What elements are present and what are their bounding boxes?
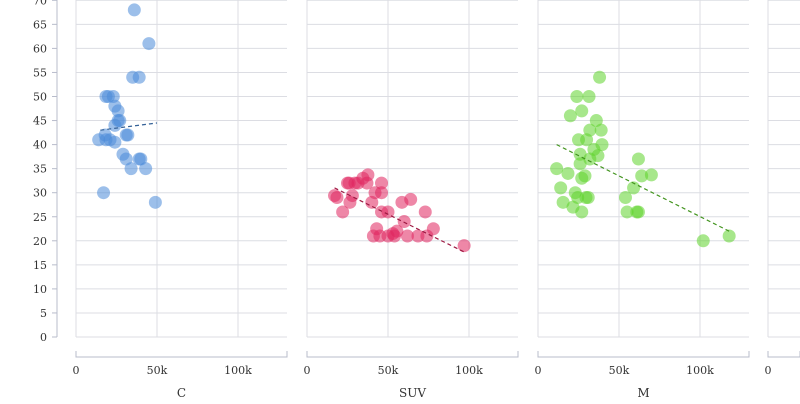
y-tick-label: 0 <box>40 331 47 344</box>
data-point <box>346 189 359 202</box>
y-tick-label: 65 <box>33 18 47 31</box>
data-point <box>583 90 596 103</box>
x-axis-title: C <box>177 386 186 400</box>
data-point <box>632 153 645 166</box>
data-point <box>375 186 388 199</box>
data-point <box>561 167 574 180</box>
x-tick-label: 50k <box>609 364 630 377</box>
data-point <box>575 172 588 185</box>
data-point <box>550 162 563 175</box>
x-axis-line <box>768 351 800 357</box>
x-tick-label: 100k <box>224 364 252 377</box>
x-tick-label: 0 <box>535 364 542 377</box>
data-point <box>142 37 155 50</box>
data-point <box>427 222 440 235</box>
x-tick-label: 0 <box>765 364 772 377</box>
x-tick-label: 0 <box>73 364 80 377</box>
data-point <box>361 168 374 181</box>
data-point <box>128 3 141 16</box>
panel-c: 0 50k 100k C <box>73 0 288 400</box>
y-tick-label: 40 <box>33 139 47 152</box>
data-point <box>632 205 645 218</box>
data-point <box>139 162 152 175</box>
x-axis-line <box>307 351 518 357</box>
data-point <box>404 193 417 206</box>
data-point <box>120 128 133 141</box>
data-point <box>388 229 401 242</box>
data-point <box>108 119 121 132</box>
data-point <box>125 162 138 175</box>
data-point <box>564 109 577 122</box>
panel-m: 0 50k 100k M <box>535 0 750 400</box>
data-point <box>645 168 658 181</box>
y-tick-label: 45 <box>33 115 47 128</box>
data-point <box>619 191 632 204</box>
x-tick-label: 0 <box>304 364 311 377</box>
y-tick-label: 55 <box>33 66 47 79</box>
x-axis-title: M <box>637 386 649 400</box>
y-tick-label: 20 <box>33 235 47 248</box>
data-point <box>575 205 588 218</box>
y-tick-label: 30 <box>33 187 47 200</box>
x-axis-title: SUV <box>399 386 426 400</box>
panel-extra: 0 <box>765 0 800 377</box>
data-point <box>554 181 567 194</box>
x-tick-label: 100k <box>686 364 714 377</box>
data-point <box>419 205 432 218</box>
data-point <box>593 71 606 84</box>
y-tick-label: 50 <box>33 91 47 104</box>
x-tick-label: 100k <box>455 364 483 377</box>
data-point <box>330 191 343 204</box>
data-point <box>595 124 608 137</box>
y-tick-label: 70 <box>33 0 47 7</box>
y-tick-label: 15 <box>33 259 47 272</box>
data-point <box>97 186 110 199</box>
y-tick-label: 35 <box>33 163 47 176</box>
y-tick-label: 25 <box>33 211 47 224</box>
y-tick-label: 5 <box>40 307 47 320</box>
data-point <box>398 215 411 228</box>
x-tick-label: 50k <box>378 364 399 377</box>
data-point <box>582 191 595 204</box>
panel-suv: 0 50k 100k SUV <box>304 0 519 400</box>
data-point <box>723 229 736 242</box>
data-point <box>570 90 583 103</box>
data-point <box>149 196 162 209</box>
y-tick-label: 10 <box>33 283 47 296</box>
data-point <box>458 239 471 252</box>
data-point <box>697 234 710 247</box>
x-axis-line <box>76 351 287 357</box>
data-point <box>108 136 121 149</box>
data-point <box>575 104 588 117</box>
y-tick-label: 60 <box>33 42 47 55</box>
x-axis-line <box>538 351 749 357</box>
data-point <box>133 71 146 84</box>
x-tick-label: 50k <box>147 364 168 377</box>
